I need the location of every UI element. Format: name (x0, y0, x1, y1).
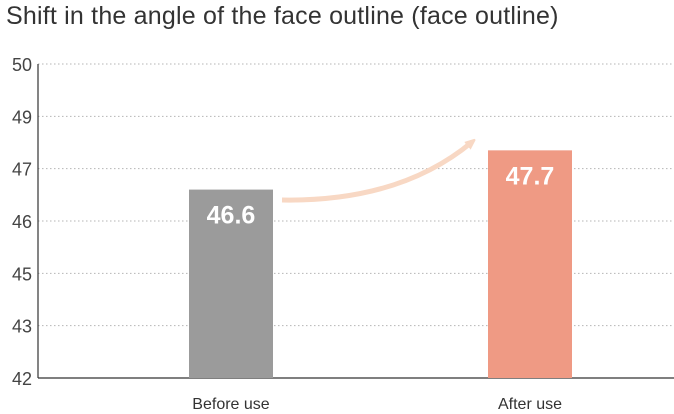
labels: 46.6 Before use 47.7 After use (192, 162, 562, 413)
bar (189, 189, 273, 378)
bar-value-label: 47.7 (506, 162, 555, 190)
y-tick-label: 46 (12, 212, 32, 232)
y-tick-label: 49 (12, 107, 32, 127)
x-category-label: After use (498, 396, 562, 413)
y-tick-label: 50 (12, 55, 32, 75)
increase-arrow (281, 142, 472, 203)
bar (488, 150, 572, 378)
chart-title: Shift in the angle of the face outline (… (6, 2, 559, 30)
bar-value-label: 46.6 (207, 202, 256, 230)
x-category-label: Before use (192, 396, 269, 413)
y-tick-label: 43 (12, 317, 32, 337)
y-tick-label: 47 (12, 160, 32, 180)
y-tick-label: 45 (12, 264, 32, 284)
bars (189, 150, 572, 378)
y-tick-label: 42 (12, 369, 32, 389)
y-axis-ticks: 42 43 45 46 47 49 50 (12, 55, 32, 389)
